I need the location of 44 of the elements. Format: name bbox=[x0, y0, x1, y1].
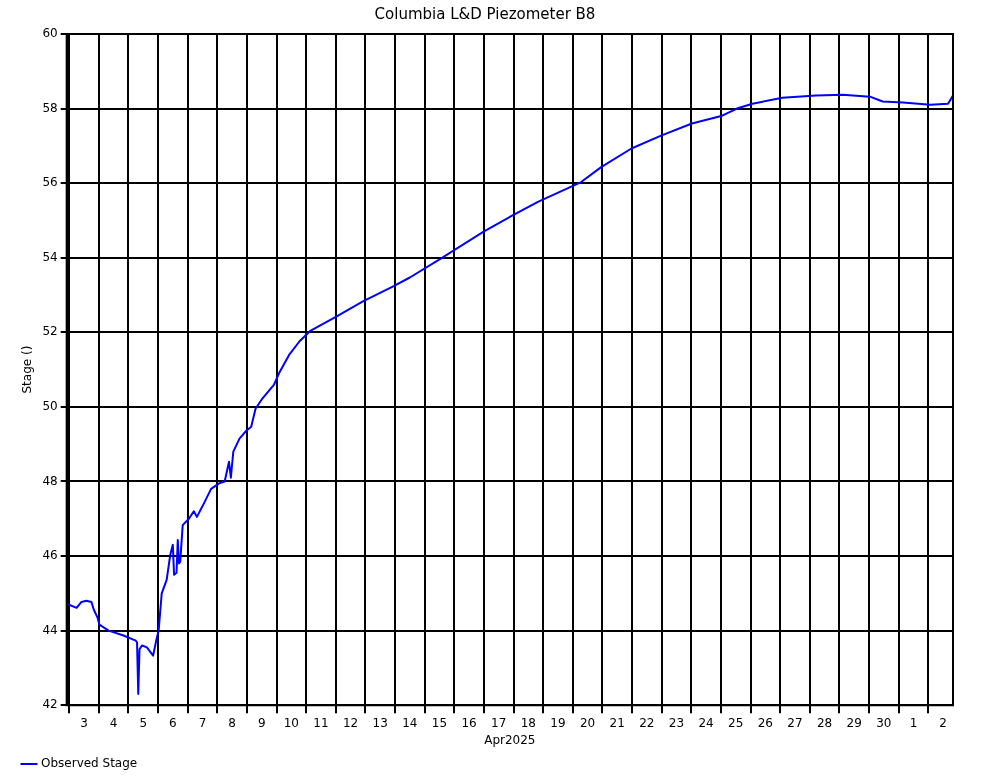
x-tick-label: 8 bbox=[228, 715, 236, 730]
x-tick-label: 30 bbox=[876, 715, 892, 730]
x-tick-label: 29 bbox=[846, 715, 862, 730]
x-tick-label: 23 bbox=[668, 715, 685, 730]
x-tick-label: 16 bbox=[461, 715, 477, 730]
x-tick-label: 27 bbox=[787, 715, 803, 730]
x-tick-label: 14 bbox=[402, 715, 418, 730]
y-tick-label: 60 bbox=[42, 26, 58, 41]
x-tick-label: 20 bbox=[579, 715, 596, 730]
x-tick-label: 18 bbox=[520, 715, 536, 730]
legend-label: Observed Stage bbox=[41, 756, 138, 771]
x-tick-label: 4 bbox=[109, 715, 118, 730]
x-tick-label: 11 bbox=[313, 715, 329, 730]
x-tick-label: 10 bbox=[283, 715, 299, 730]
x-tick-label: 21 bbox=[609, 715, 625, 730]
y-tick-label: 46 bbox=[42, 548, 58, 563]
chart-title: Columbia L&D Piezometer B8 bbox=[374, 4, 596, 23]
x-tick-label: 5 bbox=[139, 715, 148, 730]
y-tick-label: 54 bbox=[42, 249, 58, 264]
x-tick-label: 2 bbox=[939, 715, 947, 730]
x-tick-label: 13 bbox=[372, 715, 388, 730]
x-tick-label: 12 bbox=[342, 715, 359, 730]
x-tick-label: 22 bbox=[639, 715, 655, 730]
y-tick-label: 44 bbox=[42, 622, 58, 637]
x-tick-label: 17 bbox=[491, 715, 507, 730]
y-tick-label: 56 bbox=[42, 175, 58, 190]
x-tick-label: 28 bbox=[816, 715, 833, 730]
y-tick-label: 42 bbox=[42, 697, 58, 712]
y-tick-label: 48 bbox=[42, 473, 58, 488]
x-tick-label: 1 bbox=[909, 715, 918, 730]
y-tick-label: 58 bbox=[42, 100, 58, 115]
x-tick-label: 3 bbox=[80, 715, 88, 730]
x-tick-label: 26 bbox=[757, 715, 774, 730]
y-tick-label: 52 bbox=[42, 324, 58, 339]
x-tick-label: 9 bbox=[257, 715, 266, 730]
x-tick-label: 19 bbox=[550, 715, 566, 730]
y-axis-title: Stage () bbox=[20, 345, 35, 394]
x-axis-title: Apr2025 bbox=[484, 732, 536, 747]
x-tick-label: 24 bbox=[698, 715, 714, 730]
x-tick-label: 15 bbox=[431, 715, 448, 730]
y-tick-label: 50 bbox=[42, 399, 58, 414]
x-tick-label: 7 bbox=[198, 715, 207, 730]
x-tick-label: 25 bbox=[728, 715, 744, 730]
x-tick-label: 6 bbox=[169, 715, 177, 730]
